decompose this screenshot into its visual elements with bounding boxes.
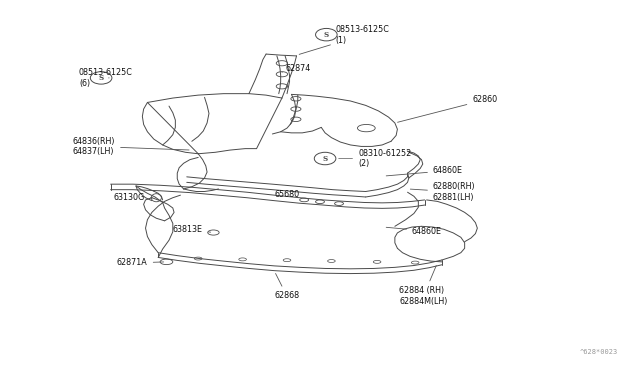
Text: 62880(RH)
62881(LH): 62880(RH) 62881(LH) bbox=[410, 182, 476, 202]
Text: 64860E: 64860E bbox=[386, 166, 463, 176]
Text: ^628*0023: ^628*0023 bbox=[580, 349, 618, 355]
Text: 64836(RH)
64837(LH): 64836(RH) 64837(LH) bbox=[72, 137, 189, 156]
Text: 64860E: 64860E bbox=[386, 227, 442, 235]
Text: 08513-6125C
(6): 08513-6125C (6) bbox=[79, 68, 132, 87]
Text: 63130G: 63130G bbox=[114, 193, 152, 202]
Text: 65680: 65680 bbox=[275, 190, 300, 199]
Text: 62868: 62868 bbox=[275, 273, 300, 301]
Text: 62860: 62860 bbox=[397, 95, 497, 122]
Text: S: S bbox=[323, 154, 328, 163]
Text: 62884 (RH)
62884M(LH): 62884 (RH) 62884M(LH) bbox=[399, 266, 448, 306]
Text: 62874: 62874 bbox=[282, 64, 310, 73]
Text: 63813E: 63813E bbox=[173, 225, 211, 234]
Text: S: S bbox=[99, 74, 104, 82]
Text: 62871A: 62871A bbox=[117, 259, 164, 267]
Text: 08513-6125C
(1): 08513-6125C (1) bbox=[299, 25, 390, 54]
Text: S: S bbox=[324, 31, 329, 39]
Text: 08310-61252
(2): 08310-61252 (2) bbox=[339, 149, 412, 168]
